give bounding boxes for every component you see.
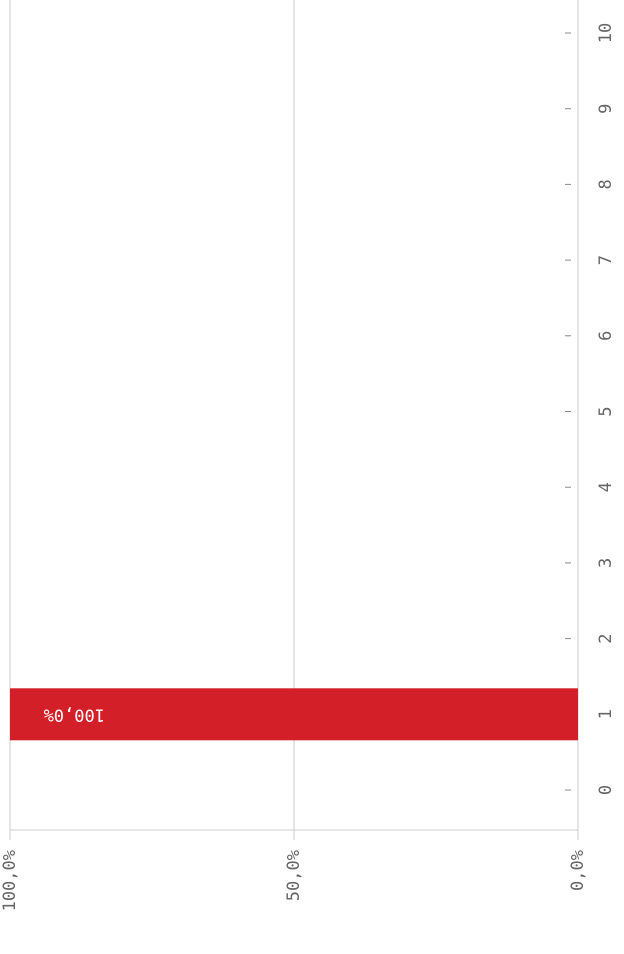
category-label: 0 — [596, 785, 616, 795]
category-label: 1 — [596, 709, 616, 719]
category-label: 9 — [596, 104, 616, 114]
category-label: 8 — [596, 179, 616, 189]
value-tick-label: 100,0% — [0, 850, 20, 911]
category-label: 4 — [596, 482, 616, 492]
value-tick-label: 0,0% — [568, 850, 588, 891]
category-label: 10 — [596, 23, 616, 43]
value-tick-label: 50,0% — [284, 850, 304, 901]
value-label: 100,0% — [44, 704, 105, 724]
category-label: 2 — [596, 633, 616, 643]
category-label: 7 — [596, 255, 616, 265]
category-label: 3 — [596, 558, 616, 568]
category-label: 5 — [596, 406, 616, 416]
bar — [10, 688, 578, 741]
category-label: 6 — [596, 331, 616, 341]
